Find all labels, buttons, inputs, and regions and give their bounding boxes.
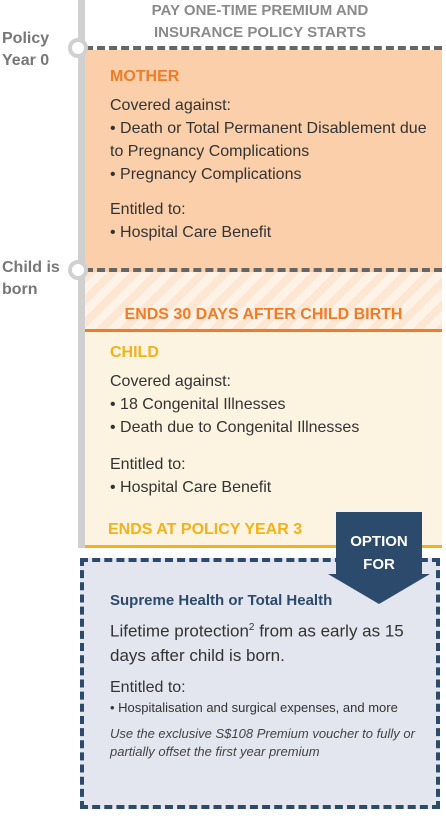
divider [85,268,442,272]
section-title: MOTHER [110,68,180,85]
list-item: • Death or Total Permanent Disablement d… [110,120,427,160]
header-title: PAY ONE-TIME PREMIUM AND INSURANCE POLIC… [151,2,369,41]
end-label: ENDS 30 DAYS AFTER CHILD BIRTH [124,306,403,323]
heading: Entitled to: [110,678,186,696]
child-box [85,332,442,545]
timeline-label: Policy Year 0 [2,30,50,69]
end-line [85,545,442,548]
child-content: CHILD Covered against: • 18 Congenital I… [110,342,430,499]
option-badge: OPTION FOR [350,533,408,573]
option-title: Supreme Health or Total Health [110,592,333,609]
option-content: Supreme Health or Total Health Lifetime … [110,590,422,761]
option-note: Use the exclusive S$108 Premium voucher … [110,725,415,759]
timeline-node [68,260,88,280]
end-line [85,329,442,332]
footnote: 2 [248,622,255,633]
list-item: • Death due to Congenital Illnesses [110,419,360,436]
list-item: • Hospital Care Benefit [110,224,272,241]
section-title: CHILD [110,344,159,361]
list-item: • Hospitalisation and surgical expenses,… [110,699,398,715]
timeline-label: Child is born [2,259,60,298]
text: Lifetime protection [110,621,249,641]
heading: Covered against: [110,97,231,114]
text: from as early as 15 days after child is … [110,621,404,665]
timeline-node [68,38,88,58]
divider [85,46,442,50]
heading: Covered against: [110,373,231,390]
list-item: • 18 Congenital Illnesses [110,396,286,413]
mother-box [85,50,442,272]
heading: Entitled to: [110,456,186,473]
end-label: ENDS AT POLICY YEAR 3 [108,521,303,538]
heading: Entitled to: [110,201,186,218]
list-item: • Pregnancy Complications [110,166,302,183]
list-item: • Hospital Care Benefit [110,479,272,496]
mother-content: MOTHER Covered against: • Death or Total… [110,66,430,244]
option-badge-shape [328,512,430,604]
hatched-band [85,272,442,330]
option-text: Lifetime protection2 from as early as 15… [110,616,422,668]
